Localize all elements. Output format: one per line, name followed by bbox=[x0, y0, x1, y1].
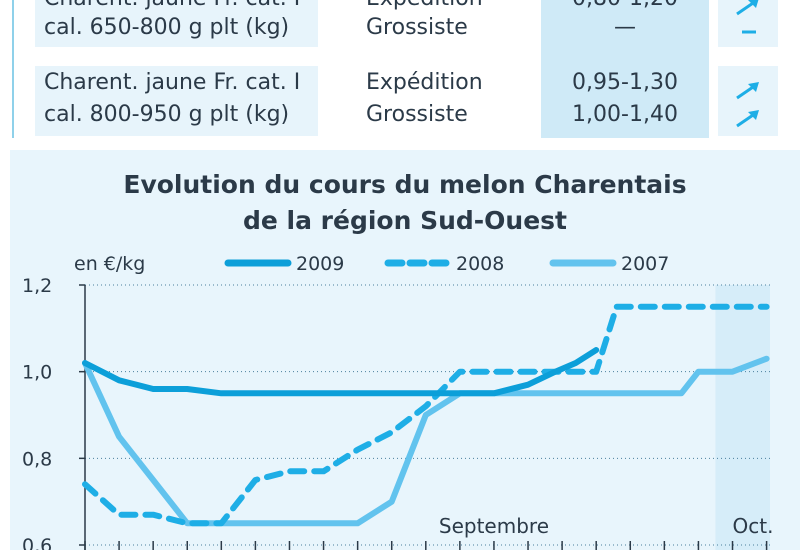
row-band bbox=[35, 66, 318, 136]
x-label: Septembre bbox=[439, 514, 549, 538]
up-right-arrow-icon bbox=[736, 0, 759, 16]
price-range: — bbox=[614, 15, 636, 40]
product-caliber: cal. 650-800 g plt (kg) bbox=[44, 15, 290, 40]
y-axis-unit-label: en €/kg bbox=[74, 253, 145, 275]
price-column-band bbox=[541, 0, 709, 138]
price-chart: Evolution du cours du melon Charentais d… bbox=[10, 150, 800, 550]
legend-label: 2007 bbox=[621, 253, 669, 275]
price-range: 0,95-1,30 bbox=[572, 70, 678, 95]
october-region bbox=[715, 285, 770, 550]
price-range: 0,80-1,20 bbox=[541, 0, 709, 14]
flat-dash-icon bbox=[742, 30, 756, 34]
x-label: Oct. bbox=[732, 514, 773, 538]
product-caliber: cal. 800-950 g plt (kg) bbox=[44, 102, 290, 127]
product-name: Charent. jaune Fr. cat. I bbox=[44, 70, 301, 95]
y-tick-label: 1,0 bbox=[22, 362, 52, 384]
product-name: Charent. jaune Fr. cat. I bbox=[44, 0, 300, 14]
series-line-2007 bbox=[82, 355, 770, 527]
market-stage: Expédition bbox=[366, 0, 483, 14]
series-line-2008 bbox=[82, 303, 770, 527]
chart-subtitle: de la région Sud-Ouest bbox=[242, 206, 568, 235]
y-tick-label: 0,6 bbox=[22, 535, 52, 550]
y-tick-label: 1,2 bbox=[22, 275, 52, 297]
price-range: 1,00-1,40 bbox=[572, 102, 678, 127]
legend-label: 2009 bbox=[296, 253, 344, 275]
chart-title: Evolution du cours du melon Charentais bbox=[123, 170, 687, 199]
up-right-arrow-icon bbox=[736, 82, 759, 100]
table-left-rule bbox=[12, 0, 14, 138]
trend-band bbox=[718, 66, 778, 136]
up-right-arrow-icon bbox=[736, 110, 759, 128]
market-stage: Grossiste bbox=[366, 102, 468, 127]
market-stage: Grossiste bbox=[366, 15, 468, 40]
row-band bbox=[35, 0, 318, 47]
legend-label: 2008 bbox=[456, 253, 504, 275]
market-stage: Expédition bbox=[366, 70, 483, 95]
series-line-2009 bbox=[82, 347, 600, 397]
price-table: Charent. jaune Fr. cat. I cal. 650-800 g… bbox=[0, 0, 800, 138]
y-tick-label: 0,8 bbox=[22, 448, 52, 470]
